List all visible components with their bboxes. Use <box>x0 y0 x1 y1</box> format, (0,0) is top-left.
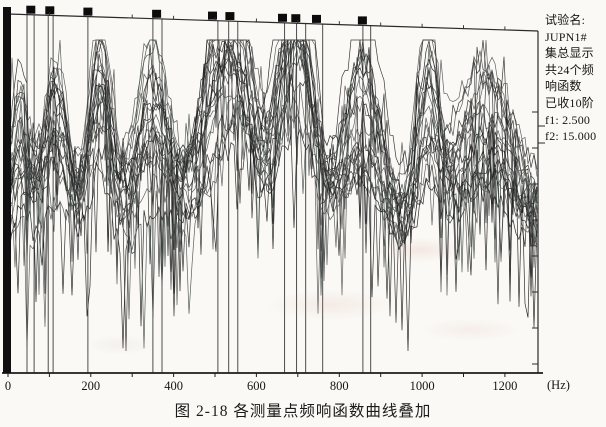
svg-text:1200: 1200 <box>492 379 517 393</box>
svg-text:600: 600 <box>247 379 266 393</box>
info-frf-count-2: 响函数 <box>545 79 582 94</box>
test-info-panel: 试验名: JUPN1# 集总显示 共24个频 响函数 已收10阶 f1: 2.5… <box>545 12 605 145</box>
svg-text:0: 0 <box>5 379 11 393</box>
info-test-name-label: 试验名: <box>545 13 586 27</box>
info-display-mode: 集总显示 <box>545 46 594 61</box>
frf-overlay-plot: 0 200 400 600 800 1000 1200 (Hz) <box>2 5 570 393</box>
svg-text:400: 400 <box>164 379 183 393</box>
info-f1-value: f1: 2.500 <box>545 112 591 127</box>
info-modes-collected: 已收10阶 <box>545 95 595 110</box>
info-test-name-value: JUPN1# <box>545 29 587 44</box>
svg-text:200: 200 <box>81 379 100 393</box>
svg-text:800: 800 <box>330 379 349 393</box>
figure-caption: 图 2-18 各测量点频响函数曲线叠加 <box>174 403 432 420</box>
info-frf-count-1: 共24个频 <box>545 62 595 77</box>
svg-text:(Hz): (Hz) <box>547 378 570 392</box>
svg-text:1000: 1000 <box>410 379 435 393</box>
info-f2-value: f2: 15.000 <box>545 129 597 144</box>
